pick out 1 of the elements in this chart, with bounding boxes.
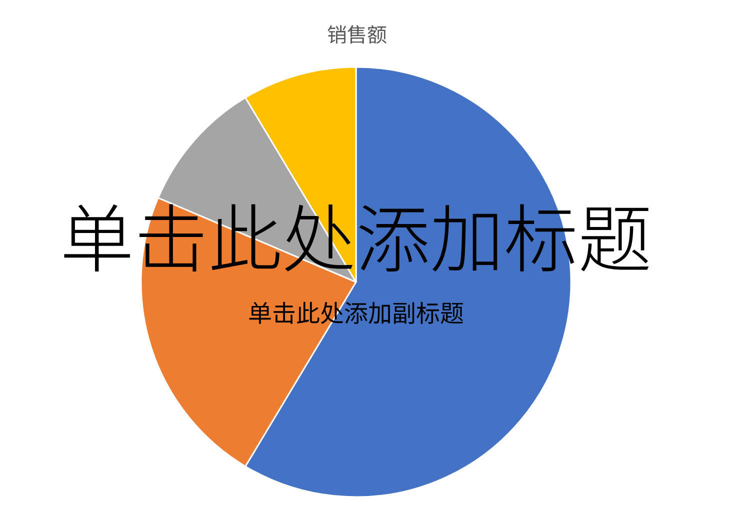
chart-title: 销售额: [327, 19, 387, 48]
